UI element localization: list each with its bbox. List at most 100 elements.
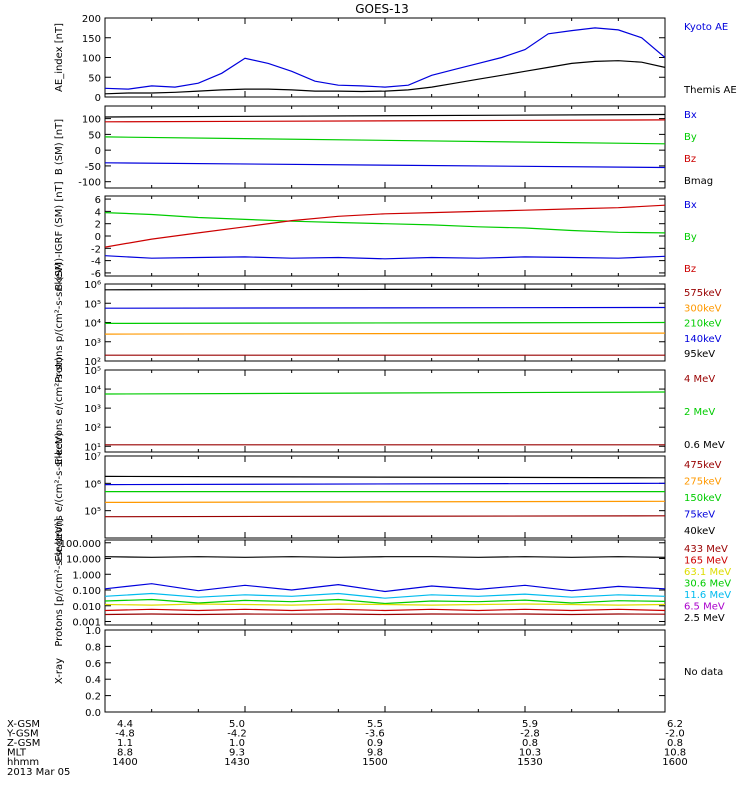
- series-line-bz: [105, 204, 665, 248]
- y-tick-label: -50: [85, 162, 101, 173]
- series-line-30-6-mev: [105, 598, 665, 605]
- y-tick-label: 10⁶: [84, 280, 101, 291]
- legend-bz: Bz: [684, 154, 696, 165]
- y-axis-label: Electrons e/(cm²-s-sr-keV): [54, 432, 65, 561]
- orbit-value: 8.8: [117, 748, 133, 759]
- series-line-2-mev: [105, 391, 665, 395]
- series-line-11-6-mev: [105, 592, 665, 599]
- legend-165-mev: 165 MeV: [684, 556, 728, 567]
- panel-7: 0.001 0.010 0.100 1.000 10.000 100.000Protons…: [54, 518, 731, 646]
- y-tick-label: 50: [88, 130, 101, 141]
- orbit-value: 0.9: [367, 738, 383, 749]
- legend-95kev: 95keV: [684, 349, 715, 360]
- y-axis-label: Protons p/(cm²-s-sr-keV): [54, 262, 65, 383]
- y-axis-label: AE_index [nT]: [54, 23, 65, 92]
- legend-300kev: 300keV: [684, 303, 722, 314]
- orbit-value: 9.8: [367, 748, 383, 759]
- orbit-value: 1500: [362, 757, 387, 768]
- series-line-300kev: [105, 332, 665, 335]
- y-tick-label: 10²: [84, 423, 101, 434]
- y-tick-label: 10⁵: [84, 299, 101, 310]
- orbit-value: -4.2: [227, 729, 247, 740]
- y-axis-label: B (SM) [nT]: [54, 119, 65, 175]
- legend-11-6-mev: 11.6 MeV: [684, 590, 731, 601]
- legend-275kev: 275keV: [684, 477, 722, 488]
- panel-frame: [104, 539, 666, 626]
- series-line-bx: [105, 255, 665, 260]
- orbit-value: -2.8: [520, 729, 540, 740]
- y-tick-label: 0.001: [72, 618, 101, 629]
- orbit-value: 0.8: [667, 738, 683, 749]
- orbit-value: 10.8: [664, 748, 686, 759]
- y-tick-label: 0: [95, 232, 101, 243]
- legend-30-6-mev: 30.6 MeV: [684, 579, 731, 590]
- legend-140kev: 140keV: [684, 334, 722, 345]
- series-line-bx: [105, 162, 665, 169]
- y-tick-label: 6: [95, 195, 101, 206]
- legend-63-1-mev: 63.1 MeV: [684, 567, 731, 578]
- y-tick-label: 50: [88, 73, 101, 84]
- orbit-row-label-y-gsm: Y-GSM: [6, 729, 39, 740]
- legend-by: By: [684, 132, 697, 143]
- orbit-row-label-mlt: MLT: [7, 748, 27, 759]
- y-tick-label: -6: [91, 269, 101, 280]
- y-tick-label: 0.4: [85, 675, 101, 686]
- legend-no-data: No data: [684, 667, 723, 678]
- y-tick-label: 10⁶: [84, 479, 101, 490]
- orbit-value: 1.1: [117, 738, 133, 749]
- legend-2-5-mev: 2.5 MeV: [684, 613, 725, 624]
- y-tick-label: 10³: [84, 338, 101, 349]
- legend-themis-ae: Themis AE: [683, 85, 737, 96]
- y-tick-label: 4: [95, 207, 101, 218]
- series-line-2-5-mev: [105, 556, 665, 558]
- legend-475kev: 475keV: [684, 460, 722, 471]
- y-tick-label: 0: [95, 146, 101, 157]
- panel-frame: [104, 629, 666, 713]
- series-line-140kev: [105, 306, 665, 309]
- panel-frame: [104, 369, 666, 453]
- orbit-value: 1.0: [229, 738, 245, 749]
- y-tick-label: -2: [91, 244, 101, 255]
- orbit-value: 1530: [517, 757, 542, 768]
- y-tick-label: 10⁵: [84, 507, 101, 518]
- series-line-bmag: [105, 113, 665, 118]
- legend-433-mev: 433 MeV: [684, 544, 728, 555]
- orbit-value: 1400: [112, 757, 137, 768]
- panel-5: 10¹ 10² 10³ 10⁴ 10⁵ Electrons e/(cm²-s-sr) 4 M…: [54, 357, 725, 465]
- y-tick-label: 100: [82, 54, 101, 65]
- y-tick-label: -4: [91, 257, 101, 268]
- y-tick-label: 10¹: [84, 442, 101, 453]
- series-line-475kev: [105, 515, 665, 518]
- y-tick-label: 10.000: [66, 555, 101, 566]
- plot-title: GOES-13: [355, 2, 409, 16]
- orbit-value: 1600: [662, 757, 687, 768]
- y-tick-label: 0.0: [85, 708, 101, 719]
- legend-0-6-mev: 0.6 MeV: [684, 440, 725, 451]
- orbit-row-label-z-gsm: Z-GSM: [7, 738, 40, 749]
- date-label: 2013 Mar 05: [7, 767, 70, 778]
- legend-575kev: 575keV: [684, 288, 722, 299]
- legend-2-mev: 2 MeV: [684, 407, 715, 418]
- y-tick-label: 10⁴: [84, 385, 101, 396]
- y-tick-label: 0.6: [85, 659, 101, 670]
- y-tick-label: 0.8: [85, 642, 101, 653]
- y-tick-label: -100: [78, 178, 101, 189]
- panel-frame: [104, 195, 666, 277]
- series-line-by: [105, 212, 665, 234]
- y-axis-label: X-ray: [54, 658, 65, 684]
- series-line-6-5-mev: [105, 583, 665, 593]
- y-tick-label: 0.2: [85, 692, 101, 703]
- panel-frame: [104, 105, 666, 189]
- legend-bx: Bx: [684, 200, 697, 211]
- y-axis-label: Electrons e/(cm²-s-sr): [54, 357, 65, 465]
- orbit-value: -3.6: [365, 729, 385, 740]
- y-tick-label: 2: [95, 220, 101, 231]
- series-line-95kev: [105, 288, 665, 291]
- panel-2: -100 -50 0 50 100 B (SM) [nT] Bx By Bz Bmag: [54, 105, 713, 189]
- orbit-table: X-GSM 4.4 5.0 5.5 5.9 6.2 Y-GSM -4.8 -4.2 -3.6 -2.…: [6, 719, 688, 768]
- legend-4-mev: 4 MeV: [684, 374, 715, 385]
- y-tick-label: 100: [82, 115, 101, 126]
- series-line-63-1-mev: [105, 603, 665, 606]
- orbit-value: 5.0: [229, 719, 245, 730]
